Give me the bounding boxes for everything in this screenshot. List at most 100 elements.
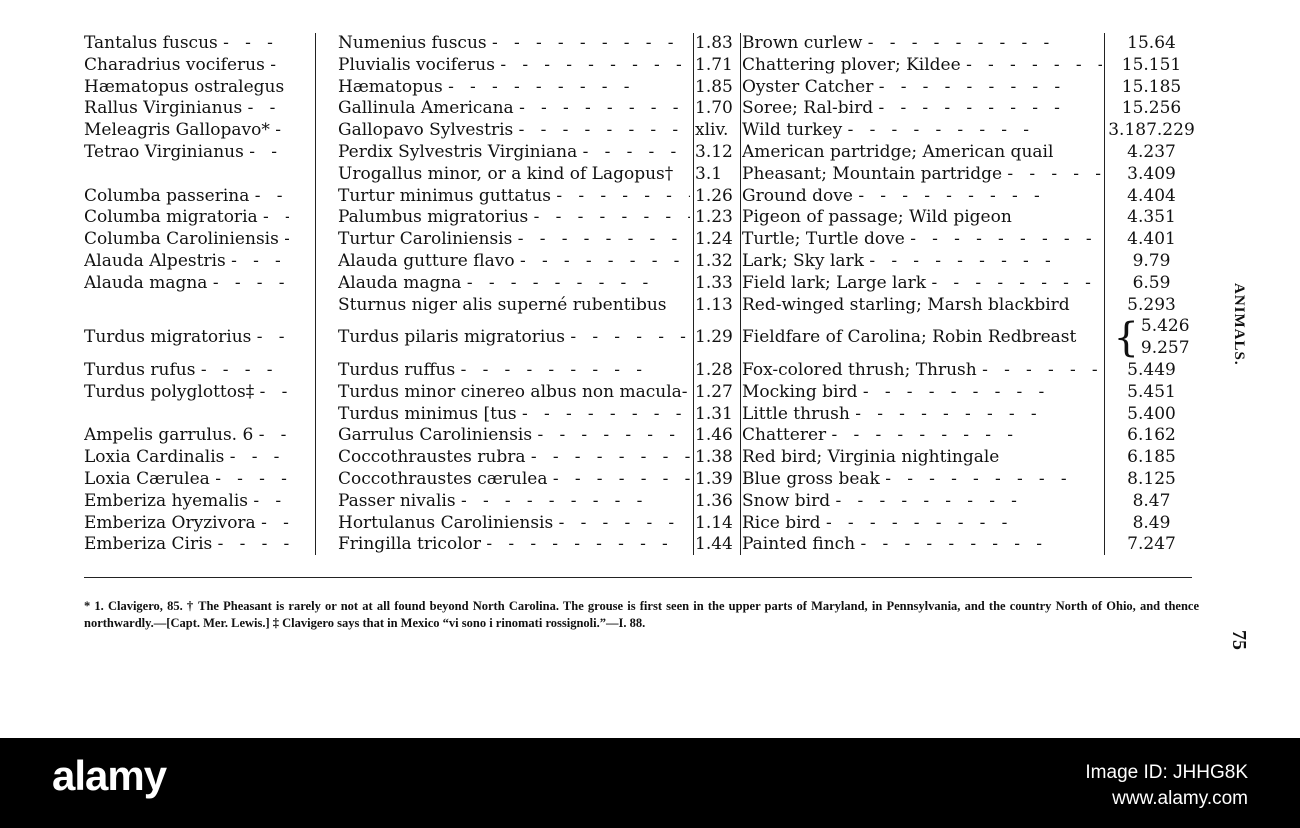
- popular-name: Chattering plover; Kildee: [742, 55, 1102, 77]
- brace-icon: {: [1113, 316, 1139, 362]
- reference-text: 1.39: [695, 468, 733, 489]
- reference-text: 1.28: [695, 359, 733, 380]
- buffon-name-text: Numenius fuscus: [338, 33, 673, 53]
- page-ref: 5.451: [1104, 382, 1199, 404]
- reference-text: 1.70: [695, 98, 733, 119]
- page-ref: 4.351: [1104, 207, 1199, 229]
- buffon-name: Gallinula Americana: [338, 98, 690, 120]
- reference: 1.14: [695, 513, 739, 535]
- reference-text: 1.32: [695, 250, 733, 271]
- reference: 1.24: [695, 229, 739, 251]
- reference: 1.83: [695, 33, 739, 55]
- reference-text: 1.85: [695, 76, 733, 97]
- linnaean-name: Charadrius vociferus: [84, 55, 289, 77]
- buffon-name-text: Passer nivalis: [338, 491, 642, 511]
- reference-text: 1.27: [695, 381, 733, 402]
- linnaean-name: Loxia Cærulea: [84, 469, 289, 491]
- popular-name-text: Lark; Sky lark: [742, 251, 1051, 271]
- table-row: Tetrao Virginianus Perdix Sylvestris Virg…: [84, 142, 1199, 164]
- linnaean-name-text: Columba Caroliniensis: [84, 229, 289, 249]
- popular-name: Fox-colored thrush; Thrush: [742, 360, 1102, 382]
- buffon-name: Coccothraustes rubra: [338, 447, 690, 469]
- reference: 1.13: [695, 295, 739, 317]
- page-ref-text: 15.151: [1121, 54, 1182, 75]
- reference-text: 1.31: [695, 403, 733, 424]
- popular-name: Little thrush: [742, 404, 1102, 426]
- linnaean-name-text: Hæmatopus ostralegus: [84, 77, 289, 97]
- linnaean-name: Columba migratoria: [84, 207, 289, 229]
- buffon-name: Alauda gutture flavo: [338, 251, 690, 273]
- popular-name-text: Field lark; Large lark: [742, 273, 1102, 293]
- page-ref: 15.256: [1104, 98, 1199, 120]
- page-ref-text: 4.401: [1127, 229, 1176, 250]
- buffon-name-text: Coccothraustes cærulea: [338, 469, 690, 489]
- popular-name-text: Mocking bird: [742, 382, 1044, 402]
- buffon-name: Perdix Sylvestris Virginiana: [338, 142, 690, 164]
- popular-name-text: Snow bird: [742, 491, 1017, 511]
- page-ref: {5.426 9.257: [1104, 316, 1199, 368]
- buffon-name-text: Hortulanus Caroliniensis: [338, 513, 690, 533]
- linnaean-name: Turdus rufus: [84, 360, 289, 382]
- buffon-name: Alauda magna: [338, 273, 690, 295]
- popular-name-text: Painted finch: [742, 534, 1042, 554]
- buffon-name-text: Turdus pilaris migratorius: [338, 327, 690, 347]
- linnaean-name-text: Columba migratoria: [84, 207, 289, 227]
- linnaean-name-text: Turdus polyglottos‡: [84, 382, 289, 402]
- reference: 1.29: [695, 316, 739, 360]
- table-row: Emberiza Ciris Fringilla tricolor 1.44 Pain…: [84, 534, 1199, 556]
- page-ref: 15.185: [1104, 77, 1199, 99]
- linnaean-name: Turdus polyglottos‡: [84, 382, 289, 404]
- reference: 1.85: [695, 77, 739, 99]
- page-ref: 3.409: [1104, 164, 1199, 186]
- reference: 1.23: [695, 207, 739, 229]
- table-row: Alauda magna Alauda magna 1.33 Field lark; …: [84, 273, 1199, 295]
- page-ref: 15.151: [1104, 55, 1199, 77]
- linnaean-name: Ampelis garrulus. 6: [84, 425, 289, 447]
- page-ref: 7.247: [1104, 534, 1199, 556]
- reference-text: 1.26: [695, 185, 733, 206]
- table-row: Turdus minimus [tus1.31 Little thrush 5.40…: [84, 404, 1199, 426]
- reference: 1.33: [695, 273, 739, 295]
- linnaean-name-text: Rallus Virginianus: [84, 98, 289, 118]
- popular-name: Pheasant; Mountain partridge: [742, 164, 1102, 186]
- page-ref-text: 4.351: [1127, 207, 1176, 228]
- table-row: Sturnus niger alis superné rubentibus 1.1…: [84, 295, 1199, 317]
- page-ref: 4.404: [1104, 186, 1199, 208]
- linnaean-name-text: Loxia Cærulea: [84, 469, 289, 489]
- linnaean-name-text: Alauda magna: [84, 273, 289, 293]
- linnaean-name: Alauda Alpestris: [84, 251, 289, 273]
- linnaean-name-text: Loxia Cardinalis: [84, 447, 289, 467]
- page-ref: 6.59: [1104, 273, 1199, 295]
- page-ref-text: 6.185: [1127, 447, 1176, 468]
- reference: 1.28: [695, 360, 739, 382]
- buffon-name: Turdus ruffus: [338, 360, 690, 382]
- alamy-logo: alamy: [52, 752, 167, 799]
- reference-text: 3.12: [695, 141, 733, 162]
- reference: 1.32: [695, 251, 739, 273]
- linnaean-name-text: Meleagris Gallopavo*: [84, 120, 289, 140]
- popular-name-text: Red-winged starling; Marsh blackbird: [742, 294, 1070, 315]
- column-divider: [693, 33, 694, 555]
- linnaean-name-text: Emberiza Ciris: [84, 534, 289, 554]
- buffon-name: Hortulanus Caroliniensis: [338, 513, 690, 535]
- linnaean-name: Loxia Cardinalis: [84, 447, 289, 469]
- popular-name-text: Red bird; Virginia nightingale: [742, 447, 1000, 468]
- buffon-name: Turdus minimus [tus: [338, 404, 690, 426]
- reference: 1.71: [695, 55, 739, 77]
- reference-text: 1.23: [695, 207, 733, 228]
- linnaean-name: Emberiza hyemalis: [84, 491, 289, 513]
- table-row: Ampelis garrulus. 6 Garrulus Caroliniensi…: [84, 425, 1199, 447]
- reference: 1.27: [695, 382, 739, 404]
- table-row: Hæmatopus ostralegus Hæmatopus 1.85 Oyster …: [84, 77, 1199, 99]
- popular-name: Fieldfare of Carolina; Robin Redbreast: [742, 316, 1102, 360]
- page-ref: 4.237: [1104, 142, 1199, 164]
- page-ref: 15.64: [1104, 33, 1199, 55]
- reference: 1.70: [695, 98, 739, 120]
- popular-name-text: American partridge; American quail: [742, 141, 1054, 162]
- table-row: Columba Caroliniensis Turtur Caroliniensi…: [84, 229, 1199, 251]
- popular-name-text: Chattering plover; Kildee: [742, 55, 1102, 75]
- buffon-name-text: Hæmatopus: [338, 77, 629, 97]
- popular-name-text: Pigeon of passage; Wild pigeon: [742, 207, 1012, 228]
- page-ref-text: 5.293: [1127, 294, 1176, 315]
- linnaean-name: Tantalus fuscus: [84, 33, 289, 55]
